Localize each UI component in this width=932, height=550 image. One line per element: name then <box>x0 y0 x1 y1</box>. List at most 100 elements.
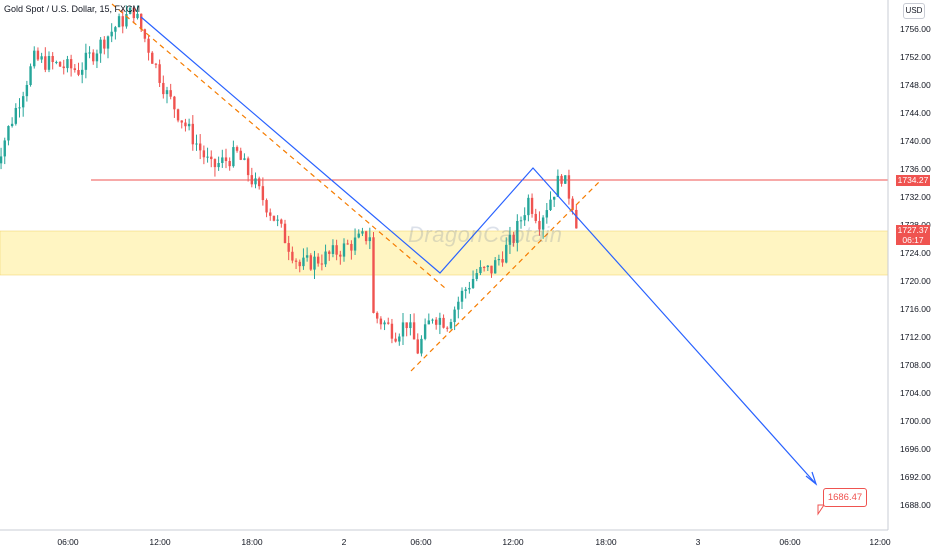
y-tick-label: 1740.00 <box>900 136 931 146</box>
candle-body <box>482 267 486 269</box>
candle-body <box>235 147 239 151</box>
candle-body <box>184 122 187 127</box>
candle-body <box>575 209 578 229</box>
candle-body <box>453 309 456 323</box>
candle-body <box>372 237 375 313</box>
candle-body <box>136 13 139 19</box>
candle-body <box>62 66 65 69</box>
candle-body <box>151 52 154 64</box>
candle-body <box>7 126 10 141</box>
candle-body <box>92 52 95 62</box>
candle-body <box>125 14 128 27</box>
candle-body <box>449 322 453 329</box>
candle-body <box>95 53 99 62</box>
candle-body <box>423 324 427 339</box>
candle-body <box>158 64 161 83</box>
candle-body <box>298 261 301 267</box>
candle-body <box>73 68 77 71</box>
candle-body <box>328 251 331 254</box>
candle-body <box>276 219 279 221</box>
candle-body <box>383 322 386 325</box>
candle-body <box>103 39 106 49</box>
candle-body <box>541 217 545 230</box>
candle-body <box>77 70 80 75</box>
candle-body <box>287 243 290 252</box>
y-tick-label: 1692.00 <box>900 472 931 482</box>
candle-body <box>427 320 431 325</box>
y-tick-label: 1696.00 <box>900 444 931 454</box>
channel-upper-line[interactable] <box>111 3 446 289</box>
y-tick-label: 1700.00 <box>900 416 931 426</box>
candle-body <box>29 66 32 85</box>
candle-body <box>516 220 519 243</box>
callout-pointer <box>817 504 825 516</box>
candle-body <box>302 257 305 267</box>
candle-body <box>187 123 191 127</box>
candle-body <box>139 13 143 30</box>
x-tick-label: 18:00 <box>595 537 617 547</box>
candle-body <box>40 56 43 60</box>
candle-body <box>47 56 51 70</box>
candle-body <box>390 323 394 339</box>
candle-body <box>497 259 501 261</box>
candle-body <box>44 56 47 70</box>
target-price-callout[interactable]: 1686.47 <box>823 488 867 507</box>
candle-body <box>254 178 257 185</box>
currency-button[interactable]: USD <box>903 3 925 19</box>
candle-body <box>69 59 73 69</box>
candle-body <box>353 237 357 251</box>
candle-body <box>80 69 84 75</box>
candle-body <box>58 61 62 67</box>
candle-body <box>501 259 504 263</box>
candle-body <box>512 234 515 243</box>
candle-body <box>530 197 534 214</box>
candle-body <box>549 199 552 211</box>
candle-body <box>143 29 147 39</box>
candle-body <box>331 245 335 254</box>
candle-body <box>202 150 206 158</box>
channel-lower-line[interactable] <box>410 179 602 372</box>
candle-body <box>198 143 202 151</box>
candle-body <box>567 175 571 199</box>
candle-body <box>106 36 110 49</box>
candle-body <box>25 84 29 97</box>
candle-body <box>346 243 349 245</box>
candle-body <box>128 7 132 15</box>
candle-body <box>335 245 338 255</box>
candle-body <box>3 140 6 157</box>
candle-body <box>117 16 121 28</box>
candle-body <box>468 287 471 290</box>
candle-body <box>291 251 294 261</box>
candle-body <box>280 219 283 224</box>
candle-body <box>519 220 523 222</box>
last-price-value: 1727.37 <box>897 225 929 235</box>
candle-body <box>162 82 165 95</box>
candle-body <box>265 200 268 213</box>
projection-path[interactable] <box>140 16 817 485</box>
candle-body <box>121 16 124 27</box>
candle-body <box>195 143 198 145</box>
candle-body <box>405 322 408 329</box>
candle-body <box>464 289 467 291</box>
candle-body <box>66 59 69 69</box>
candle-body <box>486 265 490 268</box>
candle-body <box>228 161 231 167</box>
candle-body <box>243 158 246 160</box>
candle-body <box>176 109 180 121</box>
watermark: DragonCaptain <box>408 222 563 247</box>
projection-arrowhead <box>805 471 818 486</box>
y-tick-label: 1712.00 <box>900 332 931 342</box>
candle-body <box>431 319 434 321</box>
candle-body <box>257 178 261 187</box>
candle-body <box>375 312 379 319</box>
candle-body <box>475 273 478 279</box>
candle-body <box>246 158 250 176</box>
y-tick-label: 1688.00 <box>900 500 931 510</box>
candle-body <box>88 52 91 54</box>
chart-title: Gold Spot / U.S. Dollar, 15, FXCM <box>4 4 141 14</box>
candle-body <box>364 231 368 242</box>
candle-body <box>154 63 158 65</box>
y-tick-label: 1720.00 <box>900 276 931 286</box>
candle-body <box>313 256 316 270</box>
